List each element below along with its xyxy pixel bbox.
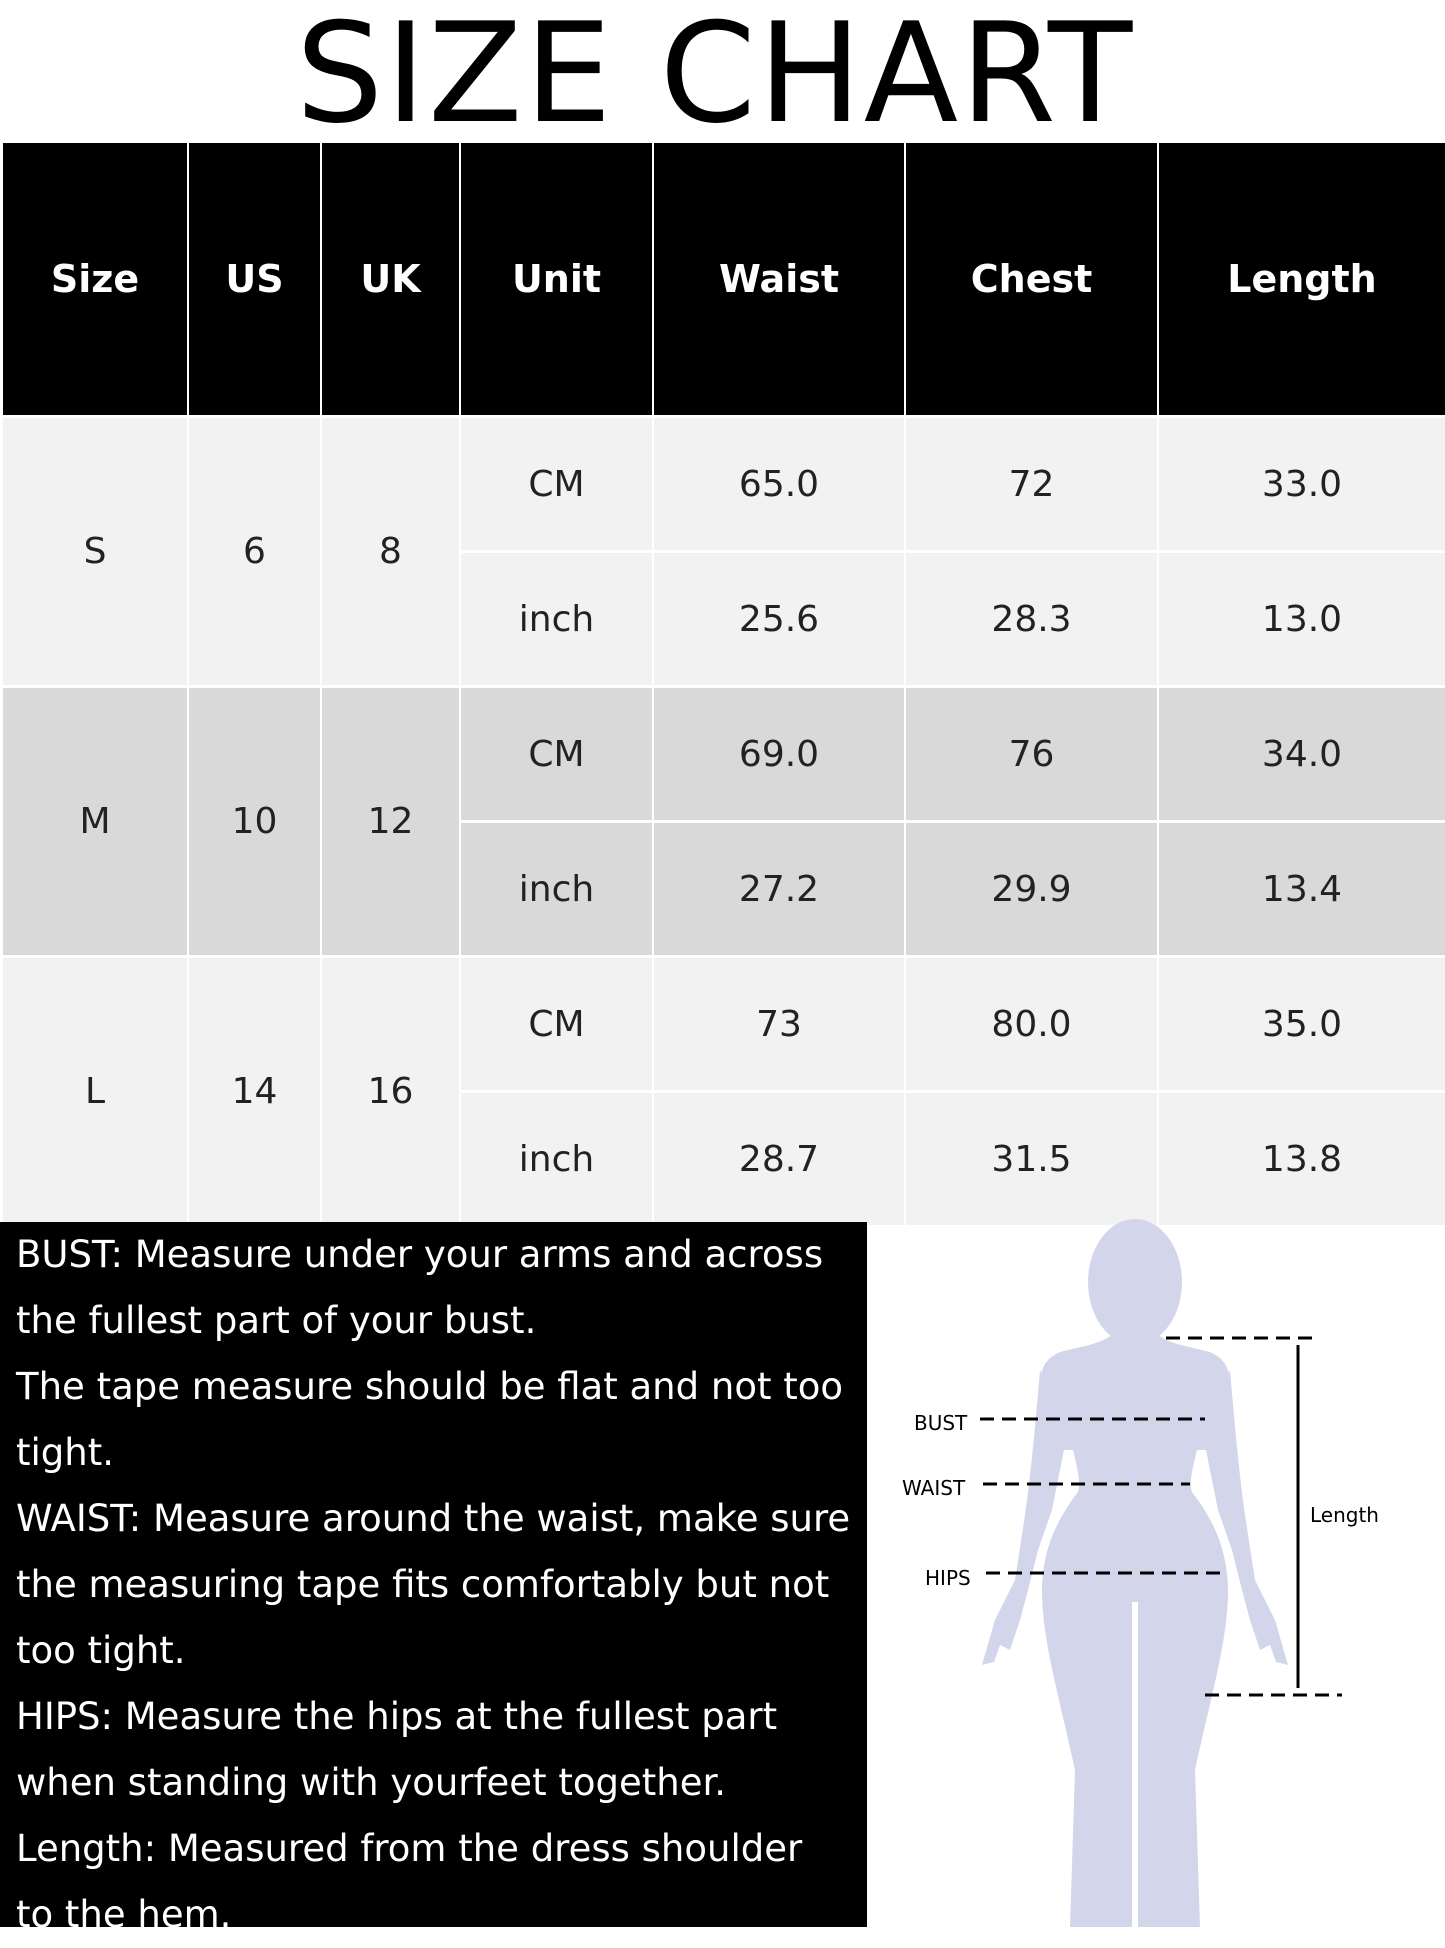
header-size: Size [3,143,187,415]
cell-us: 6 [189,418,320,685]
cell-length: 34.0 [1159,688,1445,820]
header-waist: Waist [654,143,904,415]
cell-uk: 8 [322,418,459,685]
note-tape: The tape measure should be flat and not … [16,1365,844,1474]
cell-unit: CM [461,958,652,1090]
cell-length: 13.8 [1159,1093,1445,1225]
header-unit: Unit [461,143,652,415]
cell-length: 13.4 [1159,823,1445,955]
cell-waist: 28.7 [654,1093,904,1225]
cell-unit: inch [461,823,652,955]
cell-unit: CM [461,418,652,550]
cell-unit: inch [461,1093,652,1225]
cell-size: S [3,418,187,685]
hips-label: HIPS [925,1566,971,1590]
note-hips: HIPS: Measure the hips at the fullest pa… [16,1695,778,1804]
length-label: Length [1310,1503,1379,1527]
note-waist: WAIST: Measure around the waist, make su… [16,1497,851,1672]
cell-chest: 28.3 [906,553,1157,685]
silhouette [982,1219,1288,1927]
cell-waist: 65.0 [654,418,904,550]
measurement-notes: BUST: Measure under your arms and across… [0,1222,867,1936]
bust-label: BUST [914,1411,968,1435]
body-measurement-figure: BUST WAIST HIPS Length [902,1219,1379,1927]
cell-chest: 76 [906,688,1157,820]
header-length: Length [1159,143,1445,415]
page-title: SIZE CHART [295,0,1135,154]
note-bust: BUST: Measure under your arms and across… [16,1233,824,1342]
cell-unit: inch [461,553,652,685]
cell-length: 13.0 [1159,553,1445,685]
cell-chest: 31.5 [906,1093,1157,1225]
note-length: Length: Measured from the dress shoulder… [16,1827,803,1936]
cell-chest: 80.0 [906,958,1157,1090]
header-uk: UK [322,143,459,415]
cell-waist: 25.6 [654,553,904,685]
cell-us: 14 [189,958,320,1225]
cell-chest: 29.9 [906,823,1157,955]
header-chest: Chest [906,143,1157,415]
header-us: US [189,143,320,415]
cell-waist: 27.2 [654,823,904,955]
cell-size: L [3,958,187,1225]
cell-waist: 69.0 [654,688,904,820]
cell-uk: 12 [322,688,459,955]
cell-length: 33.0 [1159,418,1445,550]
cell-us: 10 [189,688,320,955]
cell-length: 35.0 [1159,958,1445,1090]
cell-size: M [3,688,187,955]
cell-waist: 73 [654,958,904,1090]
cell-uk: 16 [322,958,459,1225]
cell-chest: 72 [906,418,1157,550]
waist-label: WAIST [902,1476,966,1500]
cell-unit: CM [461,688,652,820]
